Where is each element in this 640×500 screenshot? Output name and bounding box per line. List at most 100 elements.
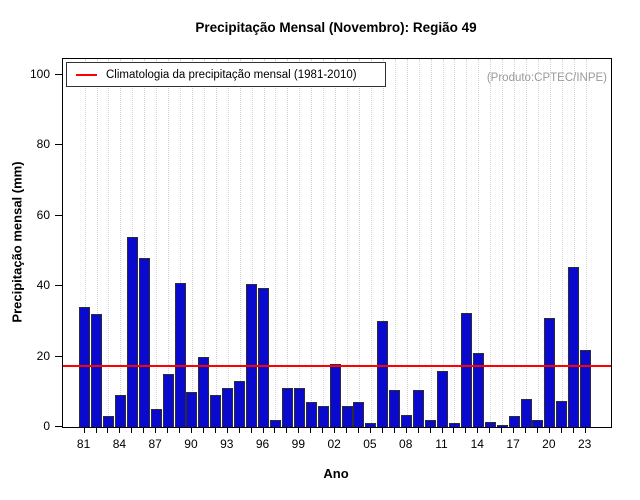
- bar: [317, 405, 329, 427]
- bar: [353, 402, 365, 427]
- year-gridline: [251, 59, 253, 427]
- x-tick: [286, 427, 288, 433]
- y-tick: [55, 144, 62, 146]
- x-tick: [572, 427, 574, 433]
- year-gridline: [478, 59, 480, 427]
- x-tick: [489, 427, 491, 433]
- y-tick-label: 0: [43, 419, 50, 433]
- x-tick: [501, 427, 503, 433]
- x-tick: [357, 427, 359, 433]
- bar: [437, 370, 448, 427]
- year-gridline: [418, 59, 420, 427]
- year-gridline: [502, 59, 504, 427]
- bar: [544, 317, 556, 427]
- year-gridline: [514, 59, 516, 427]
- x-tick: [441, 427, 443, 433]
- plot-area: [62, 58, 612, 428]
- x-tick: [322, 427, 324, 433]
- y-tick: [55, 426, 62, 427]
- year-gridline: [442, 59, 444, 427]
- bar: [508, 416, 520, 427]
- bar: [305, 402, 317, 427]
- x-tick: [393, 427, 395, 433]
- year-gridline: [299, 59, 301, 427]
- x-tick-label: 90: [184, 437, 198, 451]
- year-gridline: [335, 59, 337, 427]
- year-gridline: [573, 59, 575, 427]
- x-tick: [381, 427, 383, 433]
- bar: [126, 236, 138, 427]
- year-gridline: [191, 59, 193, 427]
- x-tick: [465, 427, 467, 433]
- x-tick: [346, 427, 348, 433]
- x-tick: [202, 427, 204, 433]
- y-tick-label: 100: [29, 67, 50, 81]
- x-tick: [179, 427, 181, 433]
- x-tick: [143, 427, 145, 433]
- x-tick: [560, 427, 562, 433]
- year-gridline: [347, 59, 349, 427]
- x-tick-label: 23: [577, 437, 592, 451]
- year-gridline: [287, 59, 289, 427]
- year-gridline: [203, 59, 205, 427]
- y-tick: [55, 355, 62, 357]
- x-tick-label: 14: [470, 437, 484, 451]
- year-gridline: [382, 59, 384, 427]
- y-tick: [55, 74, 62, 75]
- year-gridline: [585, 59, 587, 427]
- year-gridline: [84, 59, 86, 427]
- bar: [269, 419, 281, 427]
- year-gridline: [96, 59, 98, 427]
- year-gridline: [561, 59, 563, 427]
- y-tick-label: 80: [36, 137, 50, 152]
- x-tick: [274, 427, 276, 433]
- bar: [484, 421, 496, 427]
- x-tick: [131, 427, 133, 433]
- y-tick-label: 40: [36, 278, 50, 293]
- legend-label: Climatologia da precipitação mensal (198…: [106, 68, 357, 81]
- x-tick: [107, 427, 109, 433]
- y-tick-label: 60: [36, 207, 50, 222]
- year-gridline: [180, 59, 182, 427]
- x-tick: [477, 427, 479, 433]
- bar: [186, 391, 198, 427]
- year-gridline: [323, 59, 325, 427]
- year-gridline: [466, 59, 468, 427]
- year-gridline: [108, 59, 110, 427]
- bar: [281, 388, 293, 427]
- year-gridline: [370, 59, 372, 427]
- x-tick: [429, 427, 431, 433]
- x-tick: [584, 427, 586, 433]
- y-tick: [55, 285, 62, 287]
- x-tick: [214, 427, 216, 433]
- x-tick: [190, 427, 192, 433]
- x-tick: [548, 427, 550, 433]
- x-tick: [310, 427, 312, 433]
- bar: [210, 395, 222, 427]
- x-tick: [119, 427, 121, 433]
- bar: [91, 314, 103, 427]
- bar: [496, 425, 508, 427]
- year-gridline: [537, 59, 539, 427]
- bar: [472, 353, 484, 427]
- bar: [556, 400, 568, 427]
- y-axis-label: Precipitação mensal (mm): [9, 161, 25, 323]
- year-gridline: [406, 59, 408, 427]
- x-tick-label: 02: [327, 437, 341, 451]
- x-tick: [525, 427, 526, 433]
- x-tick: [83, 427, 85, 433]
- year-gridline: [168, 59, 170, 427]
- bar: [102, 416, 114, 427]
- climatology-line-swatch: [76, 73, 97, 76]
- year-gridline: [358, 59, 360, 427]
- x-tick: [513, 427, 515, 433]
- bar: [532, 419, 544, 427]
- climatology-line: [63, 365, 611, 368]
- legend-box: Climatologia da precipitação mensal (198…: [66, 62, 386, 87]
- x-tick: [250, 427, 252, 433]
- x-tick-label: 05: [363, 437, 377, 451]
- bar: [222, 388, 234, 427]
- bar: [425, 419, 437, 427]
- bar: [520, 398, 532, 427]
